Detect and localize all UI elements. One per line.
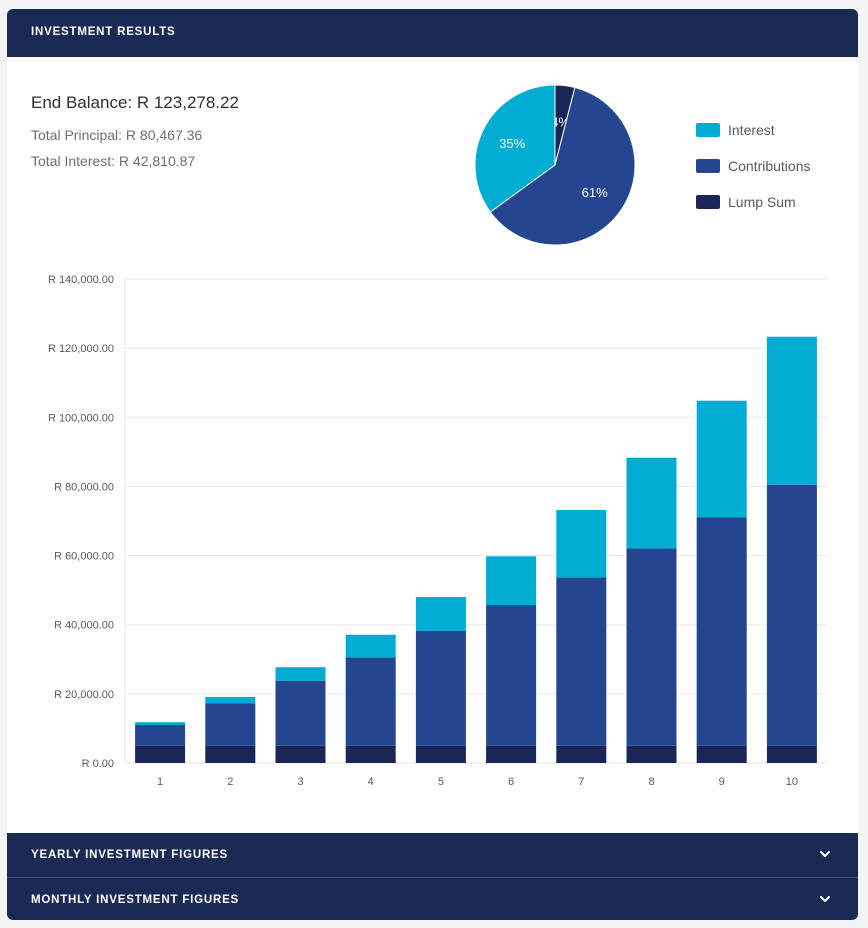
y-tick-label: R 100,000.00	[48, 412, 114, 424]
bar-lump-sum-year-6[interactable]	[486, 745, 537, 763]
bar-interest-year-2[interactable]	[205, 696, 256, 704]
x-tick-label: 4	[368, 776, 374, 788]
legend-label-contributions: Contributions	[728, 158, 811, 174]
bar-interest-year-10[interactable]	[766, 336, 817, 485]
legend-item-interest[interactable]: Interest	[696, 122, 846, 138]
legend-item-lump-sum[interactable]: Lump Sum	[696, 194, 846, 210]
pie-slice-interest[interactable]	[474, 84, 556, 213]
chevron-down-icon[interactable]	[818, 847, 832, 861]
bar-interest-year-6[interactable]	[486, 556, 537, 606]
total-interest: Total Interest: R 42,810.87	[31, 153, 196, 169]
results-title: INVESTMENT RESULTS	[31, 26, 176, 38]
bar-lump-sum-year-7[interactable]	[556, 745, 607, 763]
bar-contributions-year-10[interactable]	[766, 484, 817, 746]
x-tick-label: 10	[786, 776, 798, 788]
bar-lump-sum-year-2[interactable]	[205, 745, 256, 763]
pie-slice-contributions[interactable]	[489, 86, 636, 246]
x-tick-label: 2	[227, 776, 233, 788]
pie-label-contributions: 61%	[582, 185, 608, 200]
bar-lump-sum-year-5[interactable]	[415, 745, 466, 763]
bar-contributions-year-1[interactable]	[135, 724, 186, 746]
bar-contributions-year-9[interactable]	[696, 517, 747, 746]
x-tick-label: 5	[438, 776, 444, 788]
bar-interest-year-9[interactable]	[696, 400, 747, 518]
bar-interest-year-5[interactable]	[415, 597, 466, 631]
y-tick-label: R 120,000.00	[48, 343, 114, 355]
bar-contributions-year-8[interactable]	[626, 548, 677, 746]
bar-contributions-year-3[interactable]	[275, 680, 326, 746]
chevron-down-icon[interactable]	[818, 892, 832, 906]
bar-interest-year-8[interactable]	[626, 457, 677, 549]
x-tick-label: 3	[297, 776, 303, 788]
y-tick-label: R 20,000.00	[54, 689, 114, 701]
legend-swatch-contributions	[696, 159, 720, 173]
legend-swatch-interest	[696, 123, 720, 137]
monthly-figures-accordion[interactable]: MONTHLY INVESTMENT FIGURES	[7, 878, 858, 920]
x-tick-label: 7	[578, 776, 584, 788]
x-tick-label: 8	[648, 776, 654, 788]
bar-interest-year-3[interactable]	[275, 667, 326, 681]
pie-chart: 4%61%35%	[474, 84, 636, 246]
bar-lump-sum-year-4[interactable]	[345, 745, 396, 763]
bar-contributions-year-6[interactable]	[486, 605, 537, 746]
y-tick-label: R 40,000.00	[54, 620, 114, 632]
bar-interest-year-7[interactable]	[556, 509, 607, 578]
bar-contributions-year-2[interactable]	[205, 703, 256, 746]
bar-contributions-year-5[interactable]	[415, 630, 466, 746]
bar-lump-sum-year-3[interactable]	[275, 745, 326, 763]
bar-interest-year-4[interactable]	[345, 634, 396, 658]
legend-label-interest: Interest	[728, 122, 775, 138]
investment-results-card: INVESTMENT RESULTS End Balance: R 123,27…	[7, 9, 858, 920]
y-tick-label: R 140,000.00	[48, 274, 114, 286]
x-tick-label: 9	[719, 776, 725, 788]
bar-lump-sum-year-1[interactable]	[135, 745, 186, 763]
bar-contributions-year-7[interactable]	[556, 577, 607, 746]
end-balance: End Balance: R 123,278.22	[31, 93, 239, 112]
bar-lump-sum-year-8[interactable]	[626, 745, 677, 763]
bar-lump-sum-year-10[interactable]	[766, 745, 817, 763]
legend-swatch-lump-sum	[696, 195, 720, 209]
total-principal: Total Principal: R 80,467.36	[31, 127, 203, 143]
results-header: INVESTMENT RESULTS	[7, 9, 858, 57]
y-tick-label: R 60,000.00	[54, 551, 114, 563]
stacked-bar-chart: R 0.00 R 20,000.00 R 40,000.00 R 60,000.00 R…	[48, 274, 827, 788]
yearly-figures-label: YEARLY INVESTMENT FIGURES	[31, 849, 229, 861]
y-tick-label: R 0.00	[82, 758, 114, 770]
pie-label-interest: 35%	[499, 136, 525, 151]
yearly-figures-accordion[interactable]: YEARLY INVESTMENT FIGURES	[7, 833, 858, 877]
bar-interest-year-1[interactable]	[135, 722, 186, 725]
bar-contributions-year-4[interactable]	[345, 657, 396, 746]
legend-item-contributions[interactable]: Contributions	[696, 158, 846, 174]
y-tick-label: R 80,000.00	[54, 481, 114, 493]
legend-label-lump-sum: Lump Sum	[728, 194, 796, 210]
accordion-divider	[7, 877, 858, 878]
x-tick-label: 1	[157, 776, 163, 788]
monthly-figures-label: MONTHLY INVESTMENT FIGURES	[31, 894, 240, 906]
bar-lump-sum-year-9[interactable]	[696, 745, 747, 763]
x-tick-label: 6	[508, 776, 514, 788]
